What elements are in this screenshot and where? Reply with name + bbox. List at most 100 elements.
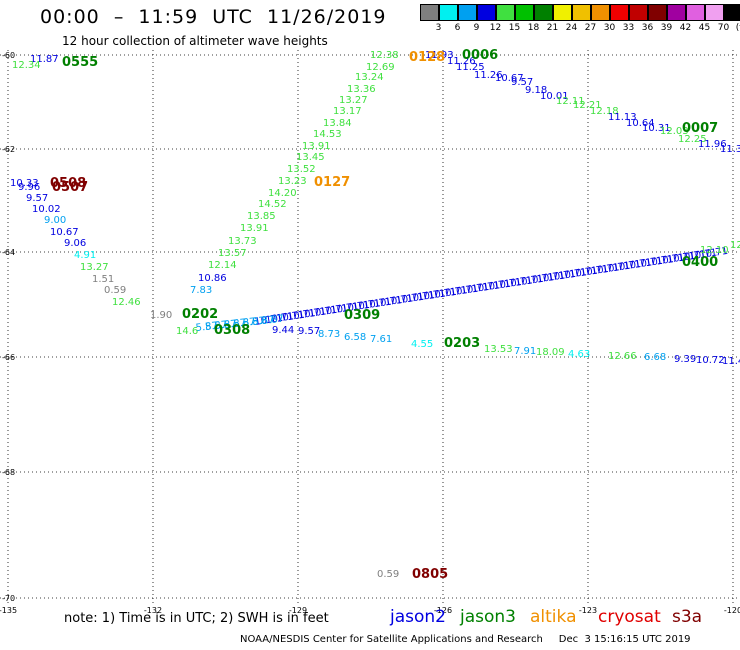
scale-swatch	[496, 4, 515, 21]
time-label: 0507	[52, 180, 88, 195]
wave-height-label: 12	[730, 240, 740, 251]
wave-height-label: 13.52	[287, 164, 316, 175]
wave-height-label: 12.21	[573, 100, 602, 111]
time-label: 0400	[682, 255, 718, 270]
track-label: 10.71	[384, 293, 414, 308]
track-label: 10.71	[417, 288, 447, 303]
lon-label: -120	[724, 606, 740, 615]
wave-height-label: 13.17	[333, 106, 362, 117]
scale-swatch	[515, 4, 534, 21]
wave-height-label: 13.73	[228, 236, 257, 247]
wave-height-label: 11.3	[720, 144, 740, 155]
track-label: 10.71	[297, 306, 327, 321]
wave-height-label: 12.14	[208, 260, 237, 271]
wave-height-label: 13.24	[355, 72, 384, 83]
wave-height-label: 9.57	[511, 77, 533, 88]
track-label: 10.71	[406, 290, 436, 305]
track-label: 10.71	[579, 264, 609, 279]
scale-label: 18	[527, 23, 540, 33]
wave-height-label: 7.91	[514, 346, 536, 357]
footer-note: note: 1) Time is in UTC; 2) SWH is in fe…	[64, 611, 329, 626]
track-label: 10.71	[547, 269, 577, 284]
wave-height-label: 9.00	[44, 215, 66, 226]
track-label: 10.71	[330, 301, 360, 316]
scale-swatch	[705, 4, 724, 21]
track-label: 10.71	[449, 283, 479, 298]
wave-height-label: 12.34	[12, 60, 41, 71]
wave-height-label: 12.18	[590, 106, 619, 117]
scale-label: 9	[473, 23, 480, 33]
wave-height-label: 13.91	[302, 141, 331, 152]
scale-swatch	[686, 4, 705, 21]
time-label: 0508	[50, 176, 86, 191]
track-label: 10.71	[558, 267, 588, 282]
wave-height-label: 12.03	[660, 126, 689, 137]
wave-height-label: 12.66	[608, 351, 637, 362]
lon-label: -129	[289, 606, 307, 615]
time-label: 0007	[682, 121, 718, 136]
wave-height-label: 13.45	[296, 152, 325, 163]
scale-label: 12	[489, 23, 502, 33]
wave-height-label: 12.10	[700, 245, 729, 256]
cluster-label: 5.87	[242, 316, 265, 329]
wave-height-labels: 11.8712.3412.3812.6913.2413.3613.2713.17…	[10, 50, 740, 580]
cluster-label: 5.87	[205, 320, 228, 333]
scale-swatch	[420, 4, 439, 21]
wave-height-label: 4.63	[568, 349, 590, 360]
scale-label: 21	[546, 23, 559, 33]
track-label: 10.71	[427, 287, 457, 302]
scale-label: 42	[679, 23, 692, 33]
lon-label: -132	[144, 606, 162, 615]
scale-swatch	[553, 4, 572, 21]
wave-height-label: 10.31	[642, 123, 671, 134]
wave-height-label: 10.67	[495, 73, 524, 84]
wave-height-label: 6.68	[644, 352, 666, 363]
wave-height-label: 13.57	[218, 248, 247, 259]
track-label: 10.71	[536, 270, 566, 285]
wave-height-label: 13.53	[484, 344, 513, 355]
cluster-label: 5.87	[195, 321, 218, 334]
page-subtitle: 12 hour collection of altimeter wave hei…	[62, 34, 328, 48]
scale-label: 45	[698, 23, 711, 33]
wave-height-label: 9.96	[18, 182, 40, 193]
scale-swatch	[591, 4, 610, 21]
wave-height-label: 9.39	[674, 354, 696, 365]
wave-height-label: 14.53	[313, 129, 342, 140]
time-label: 0128	[409, 50, 445, 65]
wave-height-label: 8.73	[318, 329, 340, 340]
track-label: 10.71	[514, 274, 544, 289]
wave-height-label: 6.58	[344, 332, 366, 343]
wave-height-label: 12.46	[112, 297, 141, 308]
scale-swatch	[458, 4, 477, 21]
wave-height-label: 11.25	[456, 62, 485, 73]
wave-height-label: 12.11	[556, 96, 585, 107]
scale-label: 15	[508, 23, 521, 33]
track-label: 10.71	[569, 265, 599, 280]
track-label: 10.71	[601, 261, 631, 276]
track-label: 10.71	[276, 310, 306, 325]
wave-height-label: 1.51	[92, 274, 114, 285]
wave-height-label: 11.96	[698, 139, 727, 150]
wave-height-label: 7.61	[370, 334, 392, 345]
track-label: 10.71	[623, 257, 653, 272]
lon-label: -126	[434, 606, 452, 615]
scale-label: 24	[565, 23, 578, 33]
footer-credit: NOAA/NESDIS Center for Satellite Applica…	[240, 634, 691, 645]
track-label: 10.71	[460, 282, 490, 297]
scale-label: 3	[435, 23, 442, 33]
wave-height-label: 14.6	[176, 326, 198, 337]
wave-height-label: 12.69	[366, 62, 395, 73]
legend-s3a: s3a	[672, 607, 703, 627]
track-label: 10.71	[471, 280, 501, 295]
lat-label: -70	[2, 594, 15, 603]
wave-height-label: 9.44	[272, 325, 294, 336]
wave-height-label: 12.38	[370, 50, 399, 61]
jason2-track-labels: 10.7110.7110.7110.7110.7110.7110.7110.71…	[254, 246, 729, 328]
legend-jason3: jason3	[460, 607, 516, 627]
time-label: 0202	[182, 307, 218, 322]
track-label: 10.71	[341, 300, 371, 315]
track-label: 10.71	[373, 295, 403, 310]
track-label: 10.71	[677, 249, 707, 264]
track-label: 10.71	[645, 254, 675, 269]
page-title: 00:00 – 11:59 UTC 11/26/2019	[40, 6, 387, 28]
